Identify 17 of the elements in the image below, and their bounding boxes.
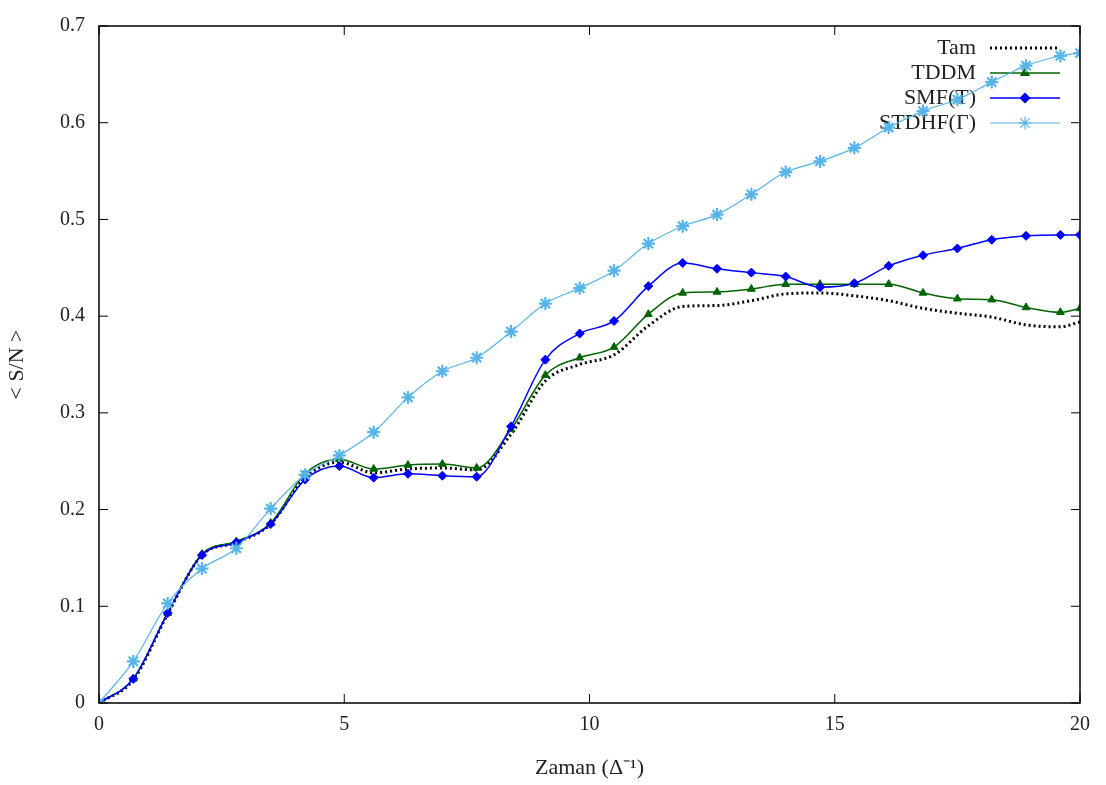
y-tick-label: 0.2 [60,496,85,519]
y-tick-label: 0.4 [60,303,85,326]
y-tick-label: 0.7 [60,13,85,36]
legend-label: Tam [937,33,976,59]
x-tick-label: 5 [339,712,350,735]
x-tick-label: 10 [579,712,600,735]
x-tick-label: 0 [94,712,104,735]
y-tick-label: 0.5 [60,206,85,229]
y-tick-label: 0.3 [60,400,85,423]
y-tick-label: 0 [75,690,85,713]
x-tick-label: 15 [824,712,845,735]
legend-label: TDDM [911,58,976,84]
x-tick-label: 20 [1070,712,1090,735]
y-axis-title: < S/N > [2,329,28,400]
x-axis-title: Zaman (Δ⁻¹) [535,753,644,779]
y-tick-label: 0.6 [60,109,85,132]
y-tick-label: 0.1 [60,593,85,616]
